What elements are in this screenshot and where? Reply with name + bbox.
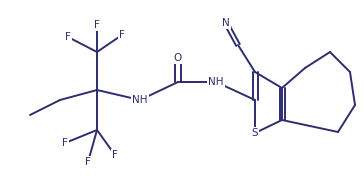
Text: F: F	[112, 150, 118, 160]
Text: F: F	[65, 32, 71, 42]
Text: F: F	[62, 138, 68, 148]
Text: O: O	[174, 53, 182, 63]
Text: F: F	[94, 20, 100, 30]
Text: N: N	[222, 18, 230, 28]
Text: F: F	[85, 157, 91, 167]
Text: F: F	[119, 30, 125, 40]
Text: NH: NH	[208, 77, 224, 87]
Text: NH: NH	[132, 95, 148, 105]
Text: S: S	[252, 128, 258, 138]
